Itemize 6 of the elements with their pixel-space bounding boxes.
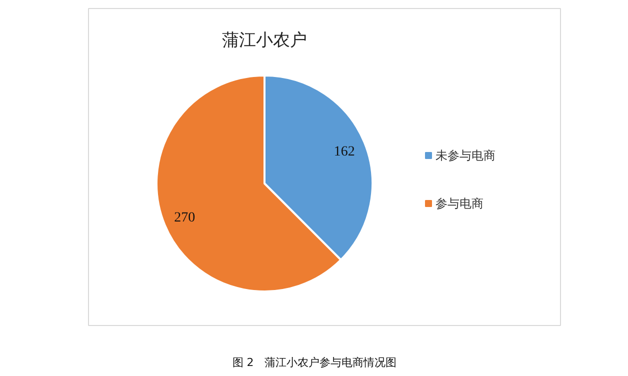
- caption: 图 2 蒲江小农户参与电商情况图: [232, 356, 397, 369]
- legend-label: 未参与电商: [436, 148, 496, 162]
- data-label: 162: [334, 144, 355, 160]
- data-label: 270: [174, 210, 196, 226]
- chart-title: 蒲江小农户: [222, 30, 307, 50]
- legend-label: 参与电商: [436, 196, 484, 210]
